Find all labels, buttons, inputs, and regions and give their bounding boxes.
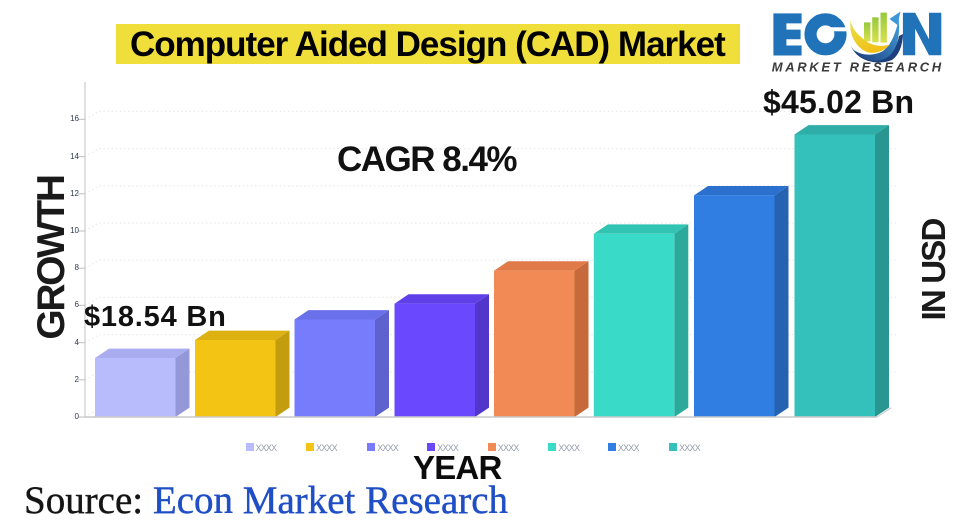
svg-text:MARKET RESEARCH: MARKET RESEARCH: [772, 60, 942, 75]
